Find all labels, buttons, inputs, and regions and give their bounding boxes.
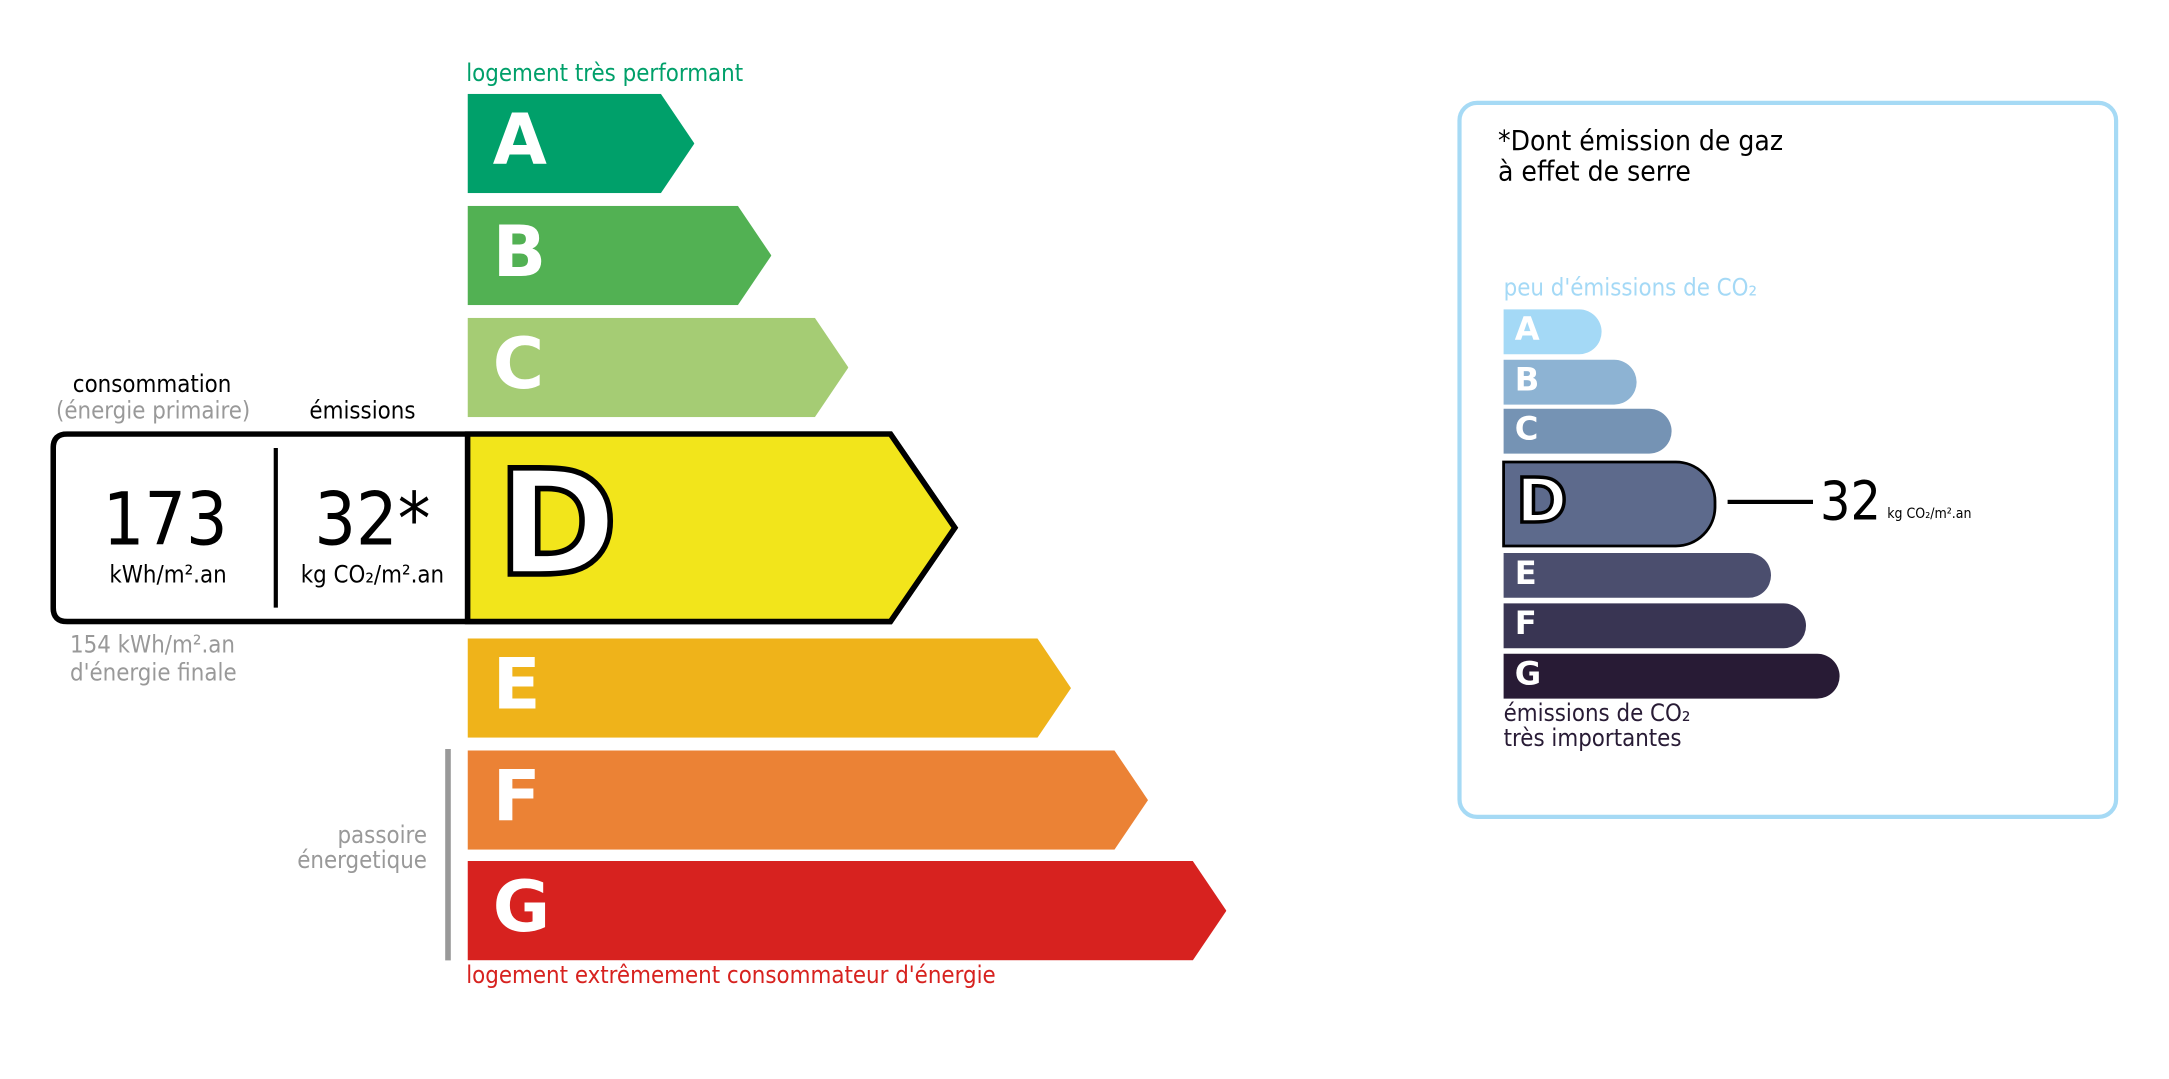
bottom-label: logement extrêmement consommateur d'éner… [466, 961, 996, 990]
class-letter: C [492, 323, 545, 405]
ges-class-e: E [1503, 553, 1771, 598]
final-energy-label: d'énergie finale [70, 659, 237, 688]
emissions-value: 32* [314, 478, 431, 563]
ges-class-a: A [1503, 309, 1602, 355]
energy-class-d-highlight [50, 431, 959, 625]
ges-title-1: *Dont émission de gaz [1498, 123, 1784, 157]
current-class-letter: D [1514, 464, 1569, 539]
ges-unit: kg CO₂/m².an [1887, 506, 1972, 523]
ges-class-f: F [1503, 603, 1806, 649]
energy-class-a: A [467, 93, 695, 194]
passoire-bracket [445, 749, 451, 961]
final-energy-value: 154 kWh/m².an [70, 631, 235, 660]
ges-class-g: G [1503, 653, 1840, 699]
ges-bottom-label-1: émissions de CO₂ [1503, 700, 1691, 728]
class-letter: G [1514, 656, 1542, 693]
energy-class-e: E [467, 638, 1072, 738]
class-letter: B [1514, 362, 1540, 399]
class-letter: A [492, 99, 547, 181]
ges-top-label: peu d'émissions de CO₂ [1503, 274, 1758, 303]
consumption-value: 173 [102, 478, 228, 563]
consumption-sub: (énergie primaire) [56, 397, 251, 426]
ges-title-2: à effet de serre [1498, 154, 1691, 188]
ges-value: 32 [1820, 470, 1881, 532]
ges-panel [1457, 100, 2119, 820]
energy-class-c: C [467, 317, 849, 418]
class-letter: G [492, 866, 551, 948]
energy-class-f: F [467, 750, 1149, 850]
class-letter: E [1514, 555, 1537, 593]
ges-class-c: C [1503, 408, 1672, 454]
class-letter: F [1514, 606, 1537, 643]
consumption-label: consommation [72, 371, 232, 399]
ges-class-d-highlight: D [1502, 460, 1717, 548]
emissions-label: émissions [309, 397, 416, 426]
ges-bottom-label-2: très importantes [1503, 725, 1682, 754]
class-letter: C [1514, 411, 1539, 448]
energy-class-b: B [467, 205, 772, 306]
passoire-label-1: passoire [337, 821, 427, 850]
ges-value-pointer [1727, 499, 1813, 504]
class-letter: E [492, 644, 541, 726]
class-letter: B [492, 211, 547, 293]
energy-class-g: G [467, 861, 1227, 961]
top-label: logement très performant [466, 60, 744, 89]
emissions-unit: kg CO₂/m².an [300, 561, 445, 590]
consumption-unit: kWh/m².an [109, 561, 227, 590]
ges-class-b: B [1503, 359, 1637, 405]
current-class-letter: D [494, 435, 620, 611]
class-letter: F [492, 756, 541, 838]
class-letter: A [1514, 312, 1540, 349]
passoire-label-2: énergetique [297, 847, 427, 875]
